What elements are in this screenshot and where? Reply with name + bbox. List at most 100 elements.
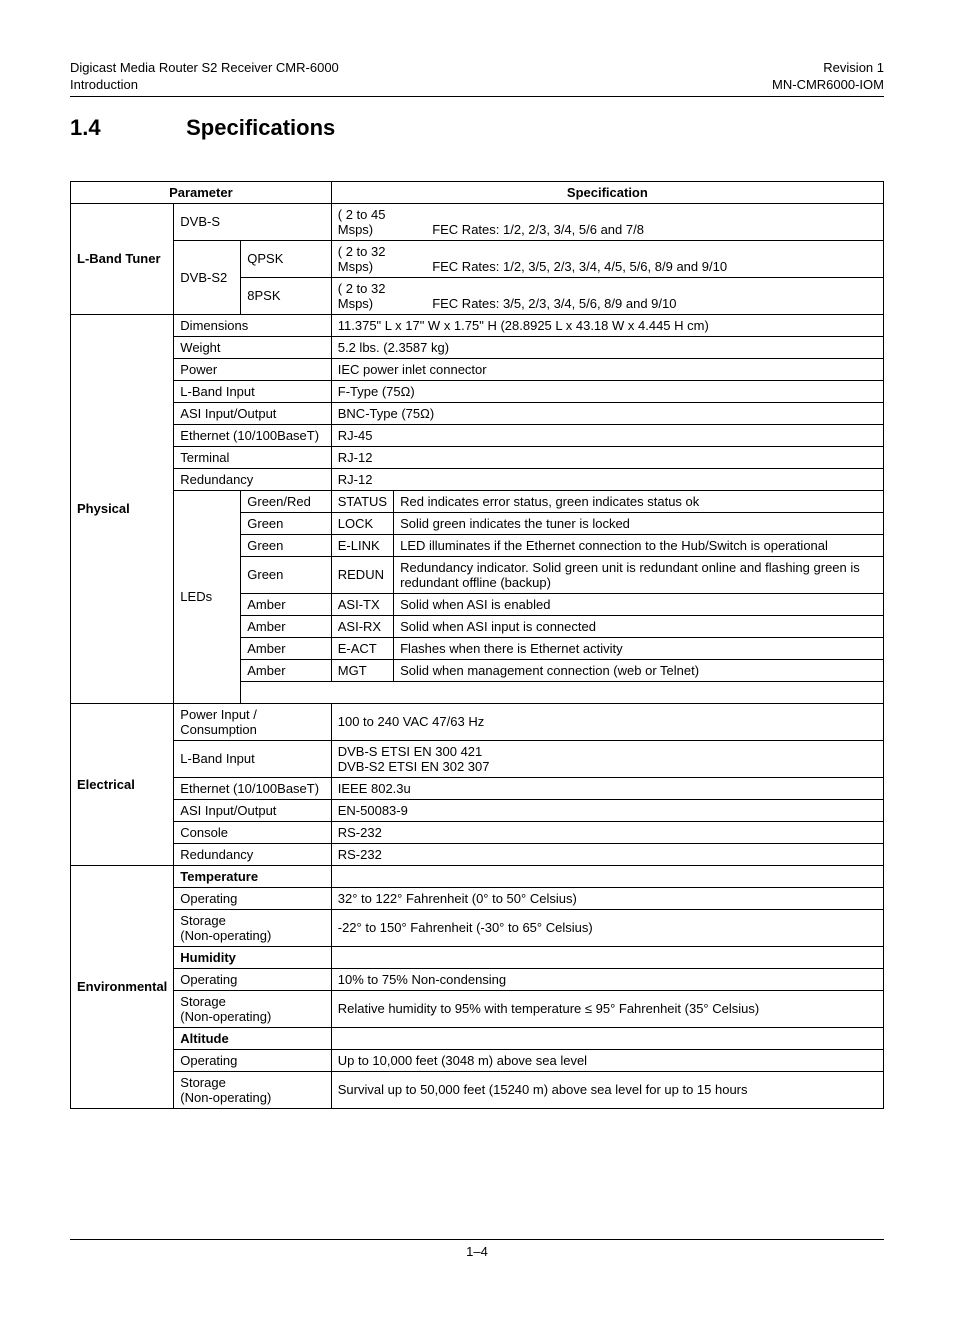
table-cell: ASI Input/Output [174,402,331,424]
table-row: ASI Input/OutputEN-50083-9 [71,799,884,821]
table-cell: 32° to 122° Fahrenheit (0° to 50° Celsiu… [331,887,883,909]
table-cell: BNC-Type (75Ω) [331,402,883,424]
table-cell [331,1027,883,1049]
table-row: Storage(Non-operating)-22° to 150° Fahre… [71,909,884,946]
table-cell: Solid green indicates the tuner is locke… [394,512,884,534]
header-product: Digicast Media Router S2 Receiver CMR-60… [70,60,339,77]
table-cell: Amber [241,637,332,659]
table-row: PowerIEC power inlet connector [71,358,884,380]
header-right: Revision 1 MN-CMR6000-IOM [772,60,884,94]
table-cell: Storage(Non-operating) [174,990,331,1027]
table-row: Operating32° to 122° Fahrenheit (0° to 5… [71,887,884,909]
header-chapter: Introduction [70,77,339,94]
table-cell: Survival up to 50,000 feet (15240 m) abo… [331,1071,883,1108]
table-row: PhysicalDimensions11.375" L x 17" W x 1.… [71,314,884,336]
table-cell: LEDs [174,490,241,703]
table-cell: Relative humidity to 95% with temperatur… [331,990,883,1027]
table-cell: Storage(Non-operating) [174,1071,331,1108]
table-cell: 8PSK [241,277,332,314]
table-cell: Temperature [174,865,331,887]
table-cell: Electrical [71,703,174,865]
table-cell: Up to 10,000 feet (3048 m) above sea lev… [331,1049,883,1071]
table-cell: IEEE 802.3u [331,777,883,799]
page-footer: 1–4 [70,1239,884,1259]
table-cell: F-Type (75Ω) [331,380,883,402]
table-row: Operating10% to 75% Non-condensing [71,968,884,990]
table-cell: Redundancy [174,843,331,865]
table-cell: Power Input / Consumption [174,703,331,740]
table-cell: MGT [331,659,393,681]
table-cell: DVB-S2 [174,240,241,314]
table-cell: QPSK [241,240,332,277]
col-specification: Specification [331,181,883,203]
table-cell: 5.2 lbs. (2.3587 kg) [331,336,883,358]
table-cell: DVB-S [174,203,331,240]
table-cell: LOCK [331,512,393,534]
table-cell: Ethernet (10/100BaseT) [174,424,331,446]
table-cell: Operating [174,887,331,909]
table-cell: IEC power inlet connector [331,358,883,380]
table-row: L-Band InputDVB-S ETSI EN 300 421DVB-S2 … [71,740,884,777]
table-cell: ( 2 to 45 Msps) FEC Rates: 1/2, 2/3, 3/4… [331,203,883,240]
table-row: L-Band TunerDVB-S( 2 to 45 Msps) FEC Rat… [71,203,884,240]
table-head-row: Parameter Specification [71,181,884,203]
table-cell: L-Band Tuner [71,203,174,314]
table-cell: Green [241,556,332,593]
table-cell: Operating [174,968,331,990]
header-revision: Revision 1 [772,60,884,77]
table-row: Storage(Non-operating)Relative humidity … [71,990,884,1027]
table-cell: ASI-TX [331,593,393,615]
table-cell: L-Band Input [174,380,331,402]
table-cell: REDUN [331,556,393,593]
table-cell: Ethernet (10/100BaseT) [174,777,331,799]
table-cell: Solid when ASI input is connected [394,615,884,637]
table-row: Ethernet (10/100BaseT)RJ-45 [71,424,884,446]
table-cell: RJ-12 [331,468,883,490]
table-cell: RS-232 [331,821,883,843]
table-cell: DVB-S ETSI EN 300 421DVB-S2 ETSI EN 302 … [331,740,883,777]
table-cell [241,681,884,703]
table-cell: 100 to 240 VAC 47/63 Hz [331,703,883,740]
table-row: OperatingUp to 10,000 feet (3048 m) abov… [71,1049,884,1071]
table-row: RedundancyRS-232 [71,843,884,865]
table-cell: Humidity [174,946,331,968]
table-cell: Environmental [71,865,174,1108]
table-row: TerminalRJ-12 [71,446,884,468]
table-cell: Operating [174,1049,331,1071]
table-cell: L-Band Input [174,740,331,777]
table-cell: Altitude [174,1027,331,1049]
table-cell: RS-232 [331,843,883,865]
section-heading: 1.4 Specifications [70,115,884,141]
table-cell: Console [174,821,331,843]
table-cell: Red indicates error status, green indica… [394,490,884,512]
table-cell: RJ-45 [331,424,883,446]
table-cell: ( 2 to 32 Msps) FEC Rates: 1/2, 3/5, 2/3… [331,240,883,277]
table-cell: Redundancy indicator. Solid green unit i… [394,556,884,593]
table-cell: E-LINK [331,534,393,556]
section-title: Specifications [186,115,335,140]
table-row: ASI Input/OutputBNC-Type (75Ω) [71,402,884,424]
header-left: Digicast Media Router S2 Receiver CMR-60… [70,60,339,94]
table-cell: Power [174,358,331,380]
page-header: Digicast Media Router S2 Receiver CMR-60… [70,60,884,97]
table-row: LEDsGreen/RedSTATUSRed indicates error s… [71,490,884,512]
table-cell: ( 2 to 32 Msps) FEC Rates: 3/5, 2/3, 3/4… [331,277,883,314]
table-cell: Dimensions [174,314,331,336]
table-row: ConsoleRS-232 [71,821,884,843]
table-cell: E-ACT [331,637,393,659]
table-cell: 10% to 75% Non-condensing [331,968,883,990]
table-cell: Physical [71,314,174,703]
table-cell: Green [241,512,332,534]
table-row: RedundancyRJ-12 [71,468,884,490]
table-row: ElectricalPower Input / Consumption100 t… [71,703,884,740]
table-cell: Weight [174,336,331,358]
table-cell: Flashes when there is Ethernet activity [394,637,884,659]
table-cell: Solid when management connection (web or… [394,659,884,681]
table-cell: Storage(Non-operating) [174,909,331,946]
section-number: 1.4 [70,115,180,141]
table-cell: -22° to 150° Fahrenheit (-30° to 65° Cel… [331,909,883,946]
table-row: Humidity [71,946,884,968]
table-row: EnvironmentalTemperature [71,865,884,887]
table-cell: ASI Input/Output [174,799,331,821]
table-cell: Amber [241,615,332,637]
